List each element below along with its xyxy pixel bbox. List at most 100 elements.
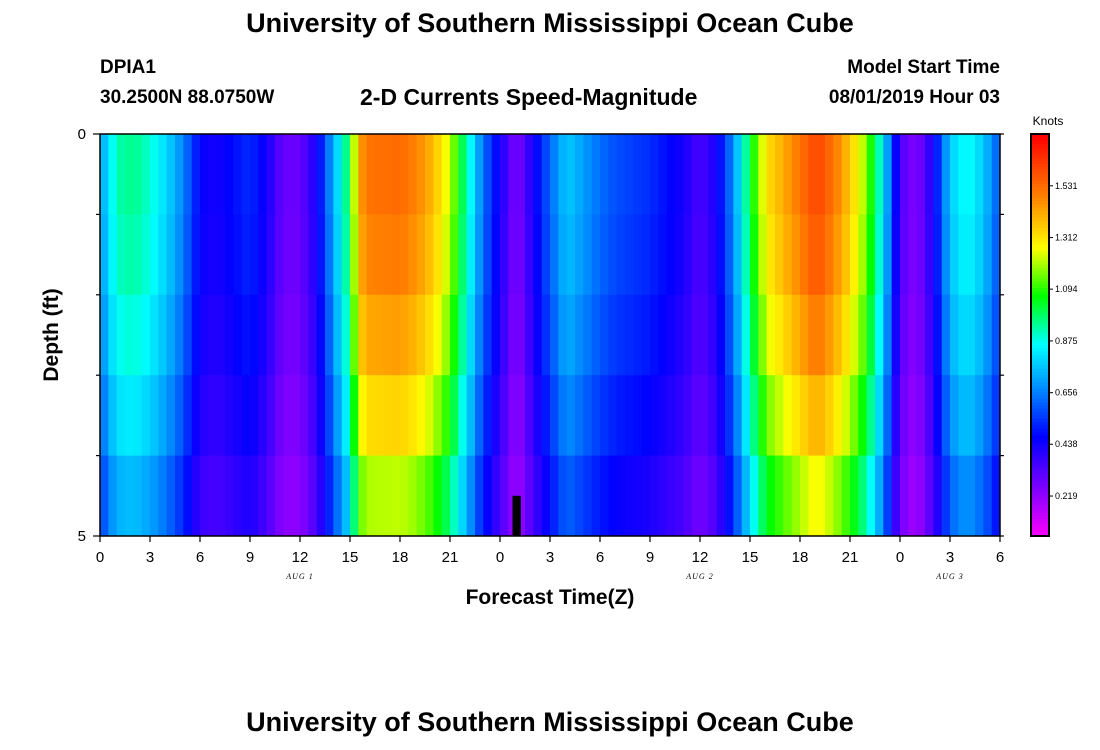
heatmap-cell [800,134,809,215]
heatmap-cell [466,375,476,456]
heatmap-cell [141,134,151,215]
heatmap-cell [358,134,368,215]
heatmap-cell [816,214,826,296]
heatmap-cell [525,214,534,296]
colorbar-segment [1031,160,1049,165]
heatmap-cell [266,294,276,376]
heatmap-cell [225,375,234,456]
heatmap-cell [141,375,151,456]
heatmap-cell [100,375,109,456]
heatmap-cell [125,214,134,296]
heatmap-cell [191,455,201,537]
x-tick-label: 3 [946,549,954,566]
station-id: DPIA1 [100,57,156,78]
heatmap-cell [516,294,526,376]
colorbar-segment [1031,492,1049,497]
heatmap-cell [275,134,284,215]
heatmap-cell [991,455,1001,537]
x-tick-label: 0 [496,549,504,566]
heatmap-cell [500,294,509,376]
colorbar-segment [1031,425,1049,430]
heatmap-cell [658,134,668,215]
heatmap-cell [200,134,209,215]
heatmap-cell [808,134,818,215]
heatmap-cell [350,134,359,215]
colorbar-segment [1031,278,1049,282]
heatmap-cell [991,134,1001,215]
heatmap-cell [475,134,484,215]
heatmap-cell [308,134,318,215]
missing-data-cell [512,495,521,536]
heatmap-cell [541,294,551,376]
heatmap-cell [616,455,626,537]
heatmap-cell [650,214,659,296]
heatmap-cell [391,214,401,296]
model-start-value: 08/01/2019 Hour 03 [828,87,1000,108]
heatmap-cell [866,375,876,456]
heatmap-cell [683,134,693,215]
heatmap-cell [775,134,784,215]
heatmap-cell [708,294,718,376]
heatmap-cell [250,455,259,537]
heatmap-cell [225,455,234,537]
colorbar-segment [1031,505,1049,510]
heatmap-cell [766,375,776,456]
colorbar-segment [1031,321,1049,326]
heatmap-cell [200,214,209,296]
heatmap-cell [300,214,309,296]
heatmap-cell [608,294,618,376]
heatmap-cell [708,214,718,296]
colorbar-segment [1031,134,1049,138]
heatmap-cell [550,294,559,376]
heatmap-cell [708,455,718,537]
heatmap-cell [941,375,951,456]
heatmap-cell [100,294,109,376]
heatmap-cell [583,134,593,215]
heatmap-cell [558,375,568,456]
heatmap-cell [450,294,459,376]
heatmap-cell [233,455,243,537]
heatmap-cell [158,375,168,456]
heatmap-cell [483,214,493,296]
heatmap-cell [550,134,559,215]
heatmap-cell [775,375,784,456]
colorbar-segment [1031,137,1049,142]
model-start-label: Model Start Time [847,57,1000,78]
heatmap-cell [116,375,126,456]
heatmap-cell [350,455,359,537]
heatmap-cell [133,294,143,376]
heatmap-cell [841,294,851,376]
heatmap-cell [358,214,368,296]
heatmap-cell [858,455,868,537]
x-tick-label: 15 [742,549,759,566]
colorbar-segment [1031,308,1049,313]
colorbar-segment [1031,398,1049,403]
heatmap-cell [325,375,334,456]
heatmap-cell [450,375,459,456]
colorbar-segment [1031,318,1049,323]
heatmap-cell [291,214,301,296]
heatmap-cell [941,455,951,537]
heatmap-cell [975,214,984,296]
heatmap-cell [183,455,193,537]
heatmap-cell [116,294,126,376]
colorbar-segment [1031,348,1049,353]
colorbar-segment [1031,150,1049,155]
colorbar-segment [1031,525,1049,530]
colorbar-segment [1031,231,1049,235]
colorbar-segment [1031,345,1049,349]
heatmap-cell [741,134,751,215]
heatmap-cell [816,294,826,376]
colorbar-segment [1031,361,1049,366]
heatmap-cell [566,375,576,456]
heatmap-cell [433,134,443,215]
heatmap-cell [241,214,251,296]
heatmap-cell [525,455,534,537]
heatmap-cell [683,294,693,376]
colorbar-segment [1031,180,1049,185]
heatmap-cell [758,455,768,537]
colorbar-segment [1031,331,1049,336]
heatmap-cell [408,294,418,376]
date-label: AUG 1 [285,572,313,581]
heatmap-cell [108,375,118,456]
